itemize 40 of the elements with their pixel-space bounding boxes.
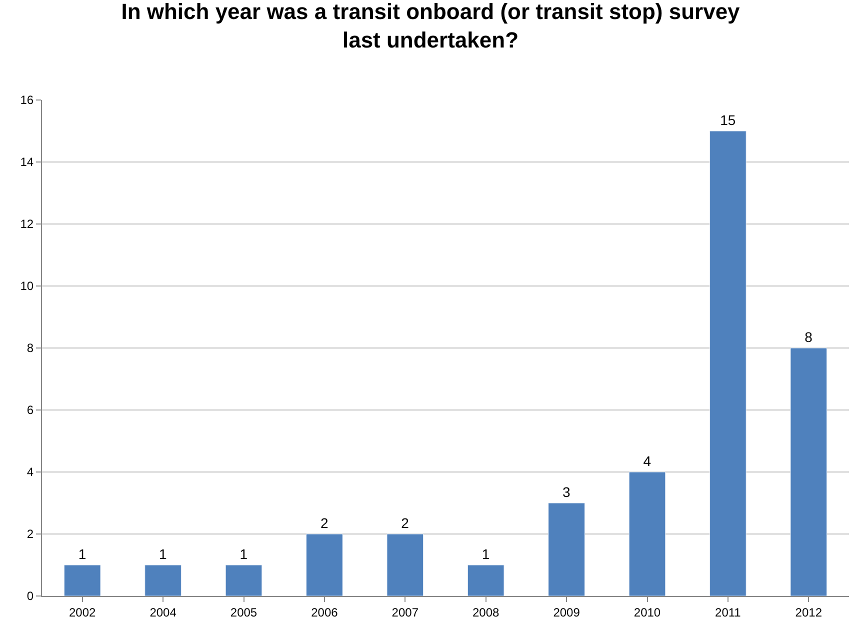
bar: [306, 534, 343, 596]
y-tick-label: 4: [26, 465, 34, 480]
bar: [64, 564, 101, 596]
data-label: 2: [401, 515, 410, 531]
x-tick-label: 2007: [392, 605, 419, 620]
x-tick-label: 2012: [795, 605, 822, 620]
x-tick-label: 2004: [150, 605, 177, 620]
x-tick-label: 2006: [311, 605, 338, 620]
x-tick-label: 2011: [715, 605, 742, 620]
data-label: 3: [562, 484, 571, 500]
y-tick-label: 0: [26, 589, 34, 604]
x-tick-label: 2005: [230, 605, 258, 620]
data-label: 15: [720, 112, 736, 128]
bar: [548, 502, 585, 596]
y-tick-label: 14: [20, 155, 34, 170]
bar: [710, 130, 746, 596]
bar: [467, 564, 504, 596]
x-tick-label: 2002: [69, 605, 96, 620]
data-label: 8: [804, 329, 813, 345]
bar: [628, 472, 666, 596]
data-label: 4: [643, 453, 652, 469]
y-tick-label: 6: [26, 403, 34, 418]
bar: [144, 564, 182, 596]
x-tick-label: 2010: [634, 605, 661, 620]
chart-title: In which year was a transit onboard (or transit stop) survey last undertaken?: [121, 0, 741, 53]
y-tick-label: 2: [26, 527, 34, 542]
data-label: 1: [482, 546, 490, 562]
y-tick-label: 10: [20, 279, 34, 294]
x-tick-label: 2009: [553, 605, 580, 620]
bar: [790, 348, 828, 596]
y-tick-label: 8: [26, 341, 34, 356]
y-tick-label: 12: [20, 217, 34, 232]
data-label: 1: [159, 546, 168, 562]
bar: [386, 534, 424, 596]
y-tick-label: 16: [20, 93, 34, 108]
x-tick-label: 2008: [472, 605, 500, 620]
data-label: 2: [320, 515, 328, 531]
bar: [225, 564, 262, 596]
data-label: 1: [78, 546, 86, 562]
data-label: 1: [240, 546, 248, 562]
